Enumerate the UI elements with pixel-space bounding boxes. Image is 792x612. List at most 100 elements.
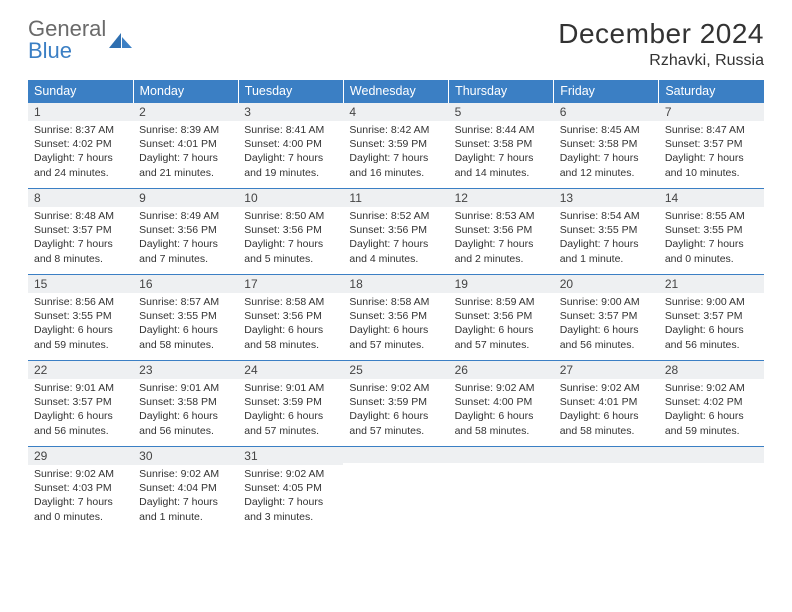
- day-details: Sunrise: 9:01 AMSunset: 3:59 PMDaylight:…: [238, 379, 343, 442]
- sunrise-line: Sunrise: 9:02 AM: [139, 467, 232, 481]
- sail-icon: [108, 31, 134, 49]
- daylight-line: Daylight: 7 hours and 16 minutes.: [349, 151, 442, 179]
- weekday-header: Thursday: [449, 80, 554, 103]
- day-number: 3: [238, 103, 343, 121]
- day-details: Sunrise: 8:56 AMSunset: 3:55 PMDaylight:…: [28, 293, 133, 356]
- day-number: 13: [554, 189, 659, 207]
- daylight-line: Daylight: 6 hours and 57 minutes.: [455, 323, 548, 351]
- sunrise-line: Sunrise: 9:01 AM: [244, 381, 337, 395]
- day-number: 18: [343, 275, 448, 293]
- daylight-line: Daylight: 7 hours and 3 minutes.: [244, 495, 337, 523]
- daylight-line: Daylight: 7 hours and 7 minutes.: [139, 237, 232, 265]
- calendar-day-cell: 10Sunrise: 8:50 AMSunset: 3:56 PMDayligh…: [238, 189, 343, 275]
- day-number: 29: [28, 447, 133, 465]
- day-details: Sunrise: 9:02 AMSunset: 4:02 PMDaylight:…: [659, 379, 764, 442]
- sunset-line: Sunset: 3:57 PM: [34, 223, 127, 237]
- day-details: [343, 463, 448, 469]
- day-details: Sunrise: 9:01 AMSunset: 3:58 PMDaylight:…: [133, 379, 238, 442]
- day-details: Sunrise: 9:02 AMSunset: 3:59 PMDaylight:…: [343, 379, 448, 442]
- calendar-week-row: 8Sunrise: 8:48 AMSunset: 3:57 PMDaylight…: [28, 189, 764, 275]
- day-details: Sunrise: 8:45 AMSunset: 3:58 PMDaylight:…: [554, 121, 659, 184]
- daylight-line: Daylight: 7 hours and 21 minutes.: [139, 151, 232, 179]
- sunrise-line: Sunrise: 9:00 AM: [560, 295, 653, 309]
- day-number: 25: [343, 361, 448, 379]
- day-number: [449, 447, 554, 463]
- daylight-line: Daylight: 6 hours and 56 minutes.: [34, 409, 127, 437]
- calendar-day-cell: 11Sunrise: 8:52 AMSunset: 3:56 PMDayligh…: [343, 189, 448, 275]
- sunset-line: Sunset: 3:58 PM: [139, 395, 232, 409]
- sunset-line: Sunset: 3:56 PM: [139, 223, 232, 237]
- calendar-day-cell: 29Sunrise: 9:02 AMSunset: 4:03 PMDayligh…: [28, 447, 133, 533]
- day-details: Sunrise: 8:42 AMSunset: 3:59 PMDaylight:…: [343, 121, 448, 184]
- sunrise-line: Sunrise: 8:37 AM: [34, 123, 127, 137]
- sunset-line: Sunset: 3:57 PM: [665, 137, 758, 151]
- sunrise-line: Sunrise: 9:02 AM: [665, 381, 758, 395]
- day-number: [554, 447, 659, 463]
- calendar-week-row: 22Sunrise: 9:01 AMSunset: 3:57 PMDayligh…: [28, 361, 764, 447]
- day-number: 16: [133, 275, 238, 293]
- calendar-day-cell: 23Sunrise: 9:01 AMSunset: 3:58 PMDayligh…: [133, 361, 238, 447]
- sunset-line: Sunset: 3:56 PM: [349, 309, 442, 323]
- day-details: Sunrise: 8:54 AMSunset: 3:55 PMDaylight:…: [554, 207, 659, 270]
- sunset-line: Sunset: 3:55 PM: [665, 223, 758, 237]
- sunset-line: Sunset: 3:57 PM: [665, 309, 758, 323]
- day-details: [449, 463, 554, 469]
- day-details: Sunrise: 8:48 AMSunset: 3:57 PMDaylight:…: [28, 207, 133, 270]
- sunrise-line: Sunrise: 9:02 AM: [455, 381, 548, 395]
- day-number: 28: [659, 361, 764, 379]
- daylight-line: Daylight: 7 hours and 24 minutes.: [34, 151, 127, 179]
- daylight-line: Daylight: 7 hours and 14 minutes.: [455, 151, 548, 179]
- weekday-header-row: Sunday Monday Tuesday Wednesday Thursday…: [28, 80, 764, 103]
- day-number: 22: [28, 361, 133, 379]
- day-number: 8: [28, 189, 133, 207]
- day-details: Sunrise: 9:02 AMSunset: 4:03 PMDaylight:…: [28, 465, 133, 528]
- sunset-line: Sunset: 3:58 PM: [455, 137, 548, 151]
- sunset-line: Sunset: 3:57 PM: [34, 395, 127, 409]
- calendar-day-cell: 19Sunrise: 8:59 AMSunset: 3:56 PMDayligh…: [449, 275, 554, 361]
- day-number: 17: [238, 275, 343, 293]
- sunset-line: Sunset: 3:56 PM: [244, 309, 337, 323]
- day-number: 4: [343, 103, 448, 121]
- calendar-day-cell: 8Sunrise: 8:48 AMSunset: 3:57 PMDaylight…: [28, 189, 133, 275]
- sunset-line: Sunset: 3:56 PM: [455, 309, 548, 323]
- day-number: 31: [238, 447, 343, 465]
- sunset-line: Sunset: 4:01 PM: [560, 395, 653, 409]
- sunrise-line: Sunrise: 8:49 AM: [139, 209, 232, 223]
- day-number: 12: [449, 189, 554, 207]
- calendar-day-cell: [343, 447, 448, 533]
- day-number: 2: [133, 103, 238, 121]
- calendar-day-cell: 1Sunrise: 8:37 AMSunset: 4:02 PMDaylight…: [28, 103, 133, 189]
- daylight-line: Daylight: 7 hours and 0 minutes.: [665, 237, 758, 265]
- day-details: Sunrise: 8:49 AMSunset: 3:56 PMDaylight:…: [133, 207, 238, 270]
- day-number: 11: [343, 189, 448, 207]
- sunrise-line: Sunrise: 9:02 AM: [34, 467, 127, 481]
- calendar-day-cell: 3Sunrise: 8:41 AMSunset: 4:00 PMDaylight…: [238, 103, 343, 189]
- calendar-day-cell: 24Sunrise: 9:01 AMSunset: 3:59 PMDayligh…: [238, 361, 343, 447]
- day-details: Sunrise: 8:39 AMSunset: 4:01 PMDaylight:…: [133, 121, 238, 184]
- day-number: [659, 447, 764, 463]
- sunrise-line: Sunrise: 8:58 AM: [349, 295, 442, 309]
- day-details: Sunrise: 8:37 AMSunset: 4:02 PMDaylight:…: [28, 121, 133, 184]
- daylight-line: Daylight: 6 hours and 58 minutes.: [455, 409, 548, 437]
- sunrise-line: Sunrise: 8:54 AM: [560, 209, 653, 223]
- day-details: Sunrise: 9:02 AMSunset: 4:04 PMDaylight:…: [133, 465, 238, 528]
- sunrise-line: Sunrise: 8:45 AM: [560, 123, 653, 137]
- sunrise-line: Sunrise: 9:02 AM: [560, 381, 653, 395]
- day-details: Sunrise: 8:58 AMSunset: 3:56 PMDaylight:…: [343, 293, 448, 356]
- location-label: Rzhavki, Russia: [558, 52, 764, 70]
- month-title: December 2024: [558, 18, 764, 50]
- daylight-line: Daylight: 6 hours and 57 minutes.: [244, 409, 337, 437]
- calendar-day-cell: 16Sunrise: 8:57 AMSunset: 3:55 PMDayligh…: [133, 275, 238, 361]
- calendar-day-cell: [659, 447, 764, 533]
- calendar-day-cell: 22Sunrise: 9:01 AMSunset: 3:57 PMDayligh…: [28, 361, 133, 447]
- calendar-day-cell: 31Sunrise: 9:02 AMSunset: 4:05 PMDayligh…: [238, 447, 343, 533]
- daylight-line: Daylight: 7 hours and 2 minutes.: [455, 237, 548, 265]
- sunset-line: Sunset: 4:02 PM: [34, 137, 127, 151]
- calendar-day-cell: 5Sunrise: 8:44 AMSunset: 3:58 PMDaylight…: [449, 103, 554, 189]
- page-header: General Blue December 2024 Rzhavki, Russ…: [28, 18, 764, 70]
- day-number: 27: [554, 361, 659, 379]
- day-details: Sunrise: 8:57 AMSunset: 3:55 PMDaylight:…: [133, 293, 238, 356]
- sunrise-line: Sunrise: 8:50 AM: [244, 209, 337, 223]
- calendar-day-cell: 6Sunrise: 8:45 AMSunset: 3:58 PMDaylight…: [554, 103, 659, 189]
- weekday-header: Sunday: [28, 80, 133, 103]
